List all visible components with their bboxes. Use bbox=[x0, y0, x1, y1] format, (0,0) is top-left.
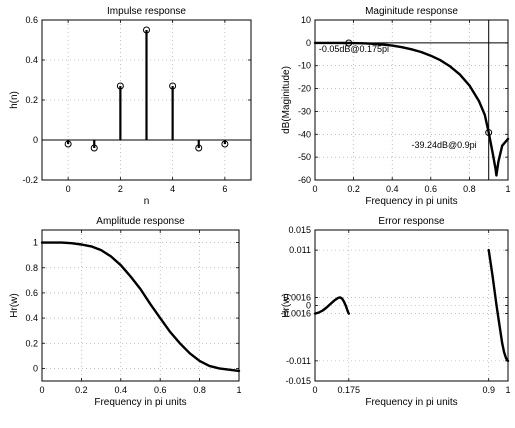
amplitude-xtick-label-1: 0.2 bbox=[75, 385, 88, 395]
magnitude-ytick-label-0: -60 bbox=[298, 175, 311, 185]
error-ytick-label-6: 0.015 bbox=[288, 225, 311, 235]
error-ytick-label-3: 0 bbox=[306, 301, 311, 311]
error-xtick-label-3: 1 bbox=[505, 385, 510, 395]
error-xtick-label-2: 0.9 bbox=[482, 385, 495, 395]
amplitude-series-line-0 bbox=[40, 241, 241, 373]
error-ytick-label-5: 0.011 bbox=[289, 245, 311, 255]
impulse-ytick-label-2: 0.2 bbox=[25, 95, 38, 105]
magnitude-xtick-label-4: 0.8 bbox=[463, 184, 476, 194]
magnitude-axes-frame bbox=[314, 19, 509, 181]
magnitude-axes-background bbox=[315, 20, 508, 180]
impulse-xtick-label-0: 0 bbox=[66, 184, 71, 194]
error-subplot: 0 0.175 0.9 1-0.015-0.011-0.001600.00160.01… bbox=[280, 216, 510, 408]
magnitude-subplot: 0 0.2 0.4 0.6 0.8 1 -60 -50 -40 -30 -20 -10 0 10 -0.05… bbox=[281, 6, 511, 207]
error-ytick-label-4: 0.0016 bbox=[283, 292, 311, 302]
magnitude-marker-1 bbox=[485, 129, 493, 137]
impulse-axes-frame bbox=[41, 19, 252, 181]
magnitude-ytick-label-3: -30 bbox=[298, 106, 311, 116]
amplitude-xtick-label-2: 0.4 bbox=[115, 385, 128, 395]
amplitude-xtick-label-4: 0.8 bbox=[193, 385, 206, 395]
error-ytick-label-1: -0.011 bbox=[286, 356, 311, 366]
impulse-marker-5 bbox=[195, 144, 203, 152]
impulse-xtick-label-1: 2 bbox=[118, 184, 123, 194]
impulse-ytick-label-0: -0.2 bbox=[22, 175, 38, 185]
amplitude-subplot: 0 0.2 0.4 0.6 0.8 1 0 0.2 0.4 0.6 0.8 1 Amplitude re… bbox=[9, 216, 242, 408]
amplitude-xlabel: Frequency in pi units bbox=[94, 397, 186, 408]
magnitude-marker-0 bbox=[345, 39, 353, 47]
magnitude-annotation-0: -0.05dB@0.175pi bbox=[319, 44, 389, 54]
amplitude-title: Amplitude response bbox=[96, 216, 185, 227]
magnitude-xtick-label-3: 0.6 bbox=[425, 184, 438, 194]
magnitude-xtick-label-0: 0 bbox=[312, 184, 317, 194]
magnitude-xlabel: Frequency in pi units bbox=[365, 196, 457, 207]
impulse-xlabel: n bbox=[144, 196, 150, 207]
magnitude-ytick-label-5: -10 bbox=[298, 61, 311, 71]
amplitude-xtick-label-3: 0.6 bbox=[154, 385, 167, 395]
error-series-line-1 bbox=[487, 248, 510, 363]
impulse-xtick-label-3: 6 bbox=[222, 184, 227, 194]
impulse-marker-0 bbox=[64, 140, 72, 148]
impulse-ylabel: h(n) bbox=[9, 91, 20, 109]
amplitude-xtick-label-5: 1 bbox=[236, 385, 241, 395]
amplitude-ytick-label-4: 0.8 bbox=[25, 263, 38, 273]
impulse-ytick-label-4: 0.6 bbox=[25, 15, 38, 25]
impulse-xtick-label-2: 4 bbox=[170, 184, 175, 194]
amplitude-ylabel: Hr(w) bbox=[9, 293, 20, 317]
error-ytick-label-2: -0.0016 bbox=[280, 309, 311, 319]
amplitude-ytick-label-5: 1 bbox=[33, 238, 38, 248]
amplitude-ytick-label-0: 0 bbox=[33, 363, 38, 373]
magnitude-xtick-label-5: 1 bbox=[505, 184, 510, 194]
magnitude-xtick-label-2: 0.4 bbox=[386, 184, 399, 194]
amplitude-ytick-label-3: 0.6 bbox=[25, 288, 38, 298]
error-xtick-label-1: 0.175 bbox=[338, 385, 361, 395]
magnitude-title: Maginitude response bbox=[365, 6, 458, 17]
impulse-subplot: 0 2 4 6 -0.2 0 0.2 0.4 0.6 Impulse response n h(n) bbox=[9, 6, 252, 207]
impulse-marker-3 bbox=[143, 26, 150, 34]
error-ylabel: Hr(w) bbox=[281, 293, 292, 317]
amplitude-ytick-label-2: 0.4 bbox=[25, 313, 38, 323]
amplitude-axes-frame bbox=[41, 229, 240, 382]
magnitude-ytick-label-7: 10 bbox=[301, 15, 311, 25]
error-xlabel: Frequency in pi units bbox=[365, 397, 457, 408]
amplitude-ytick-label-1: 0.2 bbox=[25, 338, 38, 348]
amplitude-xtick-label-0: 0 bbox=[39, 385, 44, 395]
impulse-marker-2 bbox=[116, 82, 124, 90]
error-series-line-0 bbox=[313, 296, 350, 315]
magnitude-ylabel: dB(Maginitude) bbox=[281, 66, 292, 134]
magnitude-ytick-label-1: -50 bbox=[298, 152, 311, 162]
error-title: Error response bbox=[378, 216, 445, 227]
impulse-marker-4 bbox=[169, 82, 177, 90]
error-ytick-label-0: -0.015 bbox=[285, 376, 311, 386]
magnitude-annotation-1: -39.24dB@0.9pi bbox=[412, 140, 477, 150]
magnitude-ytick-label-2: -40 bbox=[298, 129, 311, 139]
magnitude-xtick-label-1: 0.2 bbox=[347, 184, 360, 194]
amplitude-axes-background bbox=[42, 230, 239, 381]
error-axes-frame bbox=[314, 229, 509, 382]
impulse-ytick-label-1: 0 bbox=[33, 135, 38, 145]
impulse-marker-1 bbox=[90, 144, 98, 152]
impulse-ytick-label-3: 0.4 bbox=[25, 55, 38, 65]
impulse-marker-6 bbox=[221, 140, 229, 148]
magnitude-ytick-label-4: -20 bbox=[298, 84, 311, 94]
magnitude-ytick-label-6: 0 bbox=[306, 38, 311, 48]
impulse-title: Impulse response bbox=[107, 6, 186, 17]
error-xtick-label-0: 0 bbox=[312, 385, 317, 395]
magnitude-series-line-0 bbox=[313, 41, 510, 177]
